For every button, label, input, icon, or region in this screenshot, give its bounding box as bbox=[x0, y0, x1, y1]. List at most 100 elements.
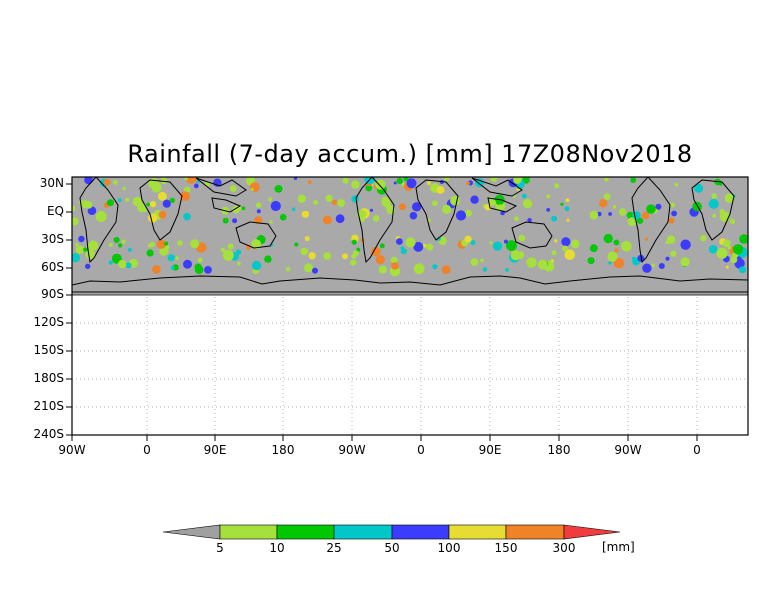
rain-cell bbox=[147, 243, 152, 248]
rain-cell bbox=[204, 266, 212, 274]
rain-cell bbox=[513, 177, 522, 184]
antarctica bbox=[72, 275, 748, 293]
rain-cell bbox=[323, 252, 332, 260]
rain-cell bbox=[357, 209, 367, 219]
coastline bbox=[487, 197, 518, 213]
rain-cell bbox=[375, 179, 386, 190]
y-tick-label: 120S bbox=[33, 315, 64, 329]
rain-cell bbox=[256, 209, 261, 214]
rain-cell bbox=[351, 180, 360, 189]
colorbar-label: 50 bbox=[384, 541, 400, 555]
x-tick-label: 90E bbox=[478, 443, 502, 457]
rain-cell bbox=[612, 204, 617, 209]
rain-cell bbox=[403, 177, 409, 182]
rain-cell bbox=[680, 239, 691, 250]
rain-cell bbox=[603, 233, 613, 244]
rain-cell bbox=[396, 238, 403, 245]
rain-cell bbox=[351, 195, 360, 203]
coastline bbox=[211, 197, 242, 213]
rain-cell bbox=[184, 177, 188, 181]
rain-cell bbox=[470, 240, 476, 246]
rain-cell bbox=[285, 266, 291, 272]
rain-cell bbox=[480, 258, 484, 263]
rain-cell bbox=[227, 243, 234, 250]
y-tick-label: 240S bbox=[33, 427, 64, 441]
axis-ticks bbox=[66, 183, 698, 441]
rain-cell bbox=[335, 214, 345, 224]
rain-cell bbox=[251, 260, 262, 271]
rain-cell bbox=[562, 245, 568, 252]
rain-cell bbox=[730, 256, 738, 264]
rain-cell bbox=[708, 198, 719, 209]
colorbar-segment bbox=[391, 524, 450, 540]
map-frame bbox=[71, 176, 749, 436]
x-tick-label: 0 bbox=[417, 443, 425, 457]
colorbar-segment bbox=[505, 524, 565, 540]
rain-cell bbox=[185, 177, 197, 184]
x-tick-label: 0 bbox=[693, 443, 701, 457]
rain-cell bbox=[470, 258, 479, 266]
rain-cell bbox=[72, 205, 76, 212]
rain-cell bbox=[455, 210, 467, 221]
rain-cell bbox=[409, 211, 418, 220]
rain-cell bbox=[169, 197, 175, 203]
rain-cell bbox=[728, 198, 733, 203]
rain-cell bbox=[183, 212, 191, 221]
rain-cell bbox=[551, 215, 557, 222]
y-tick-label: 30S bbox=[41, 232, 64, 246]
rain-cell bbox=[270, 200, 281, 212]
colorbar-segment bbox=[276, 524, 335, 540]
rain-cell bbox=[112, 179, 118, 185]
rain-cell bbox=[613, 257, 625, 269]
rain-cell bbox=[322, 215, 332, 225]
rain-cell bbox=[151, 182, 162, 193]
y-tick-label: 180S bbox=[33, 371, 64, 385]
rain-cell bbox=[725, 265, 729, 269]
rain-cell bbox=[371, 246, 381, 257]
rain-cell bbox=[108, 260, 113, 265]
rain-cell bbox=[255, 202, 262, 208]
rain-cell bbox=[412, 202, 422, 212]
rain-cell bbox=[117, 198, 122, 203]
rain-cell bbox=[158, 210, 167, 219]
rain-cell bbox=[489, 241, 493, 245]
rain-cell bbox=[680, 257, 690, 267]
rain-cell bbox=[180, 191, 190, 202]
coastline bbox=[471, 177, 523, 197]
rain-cell bbox=[88, 240, 99, 251]
rain-cell bbox=[518, 234, 526, 242]
rain-cell bbox=[294, 242, 299, 247]
rain-cell bbox=[442, 204, 452, 214]
colorbar-high-triangle bbox=[563, 524, 621, 540]
rain-cell bbox=[352, 250, 359, 257]
rain-cell bbox=[603, 193, 611, 201]
rain-cell bbox=[313, 200, 319, 205]
rain-cell bbox=[505, 268, 509, 272]
rain-cell bbox=[670, 250, 677, 257]
rain-cell bbox=[422, 243, 427, 248]
rain-cell bbox=[396, 177, 403, 185]
coastline bbox=[79, 177, 119, 264]
x-tick-label: 180 bbox=[271, 443, 295, 457]
x-tick-label: 90W bbox=[338, 443, 366, 457]
rain-cell bbox=[170, 265, 175, 270]
rain-cell bbox=[551, 250, 557, 256]
rain-cell bbox=[95, 211, 107, 222]
rain-cell bbox=[307, 180, 312, 184]
colorbar-label: 25 bbox=[326, 541, 342, 555]
rain-cell bbox=[608, 212, 612, 216]
rain-cell bbox=[146, 202, 151, 207]
rain-cell bbox=[132, 196, 142, 207]
rain-cell bbox=[108, 242, 113, 247]
colorbar-low-triangle bbox=[162, 524, 221, 540]
rain-cell bbox=[389, 266, 401, 277]
rain-cell bbox=[268, 197, 272, 202]
rain-cell bbox=[564, 206, 570, 212]
coastline bbox=[747, 178, 748, 179]
rain-cell bbox=[375, 255, 385, 265]
rain-cell bbox=[237, 261, 241, 266]
rain-cell bbox=[113, 237, 120, 243]
rain-cell bbox=[222, 249, 234, 261]
rain-cell bbox=[560, 202, 564, 206]
rain-cell bbox=[621, 241, 632, 252]
